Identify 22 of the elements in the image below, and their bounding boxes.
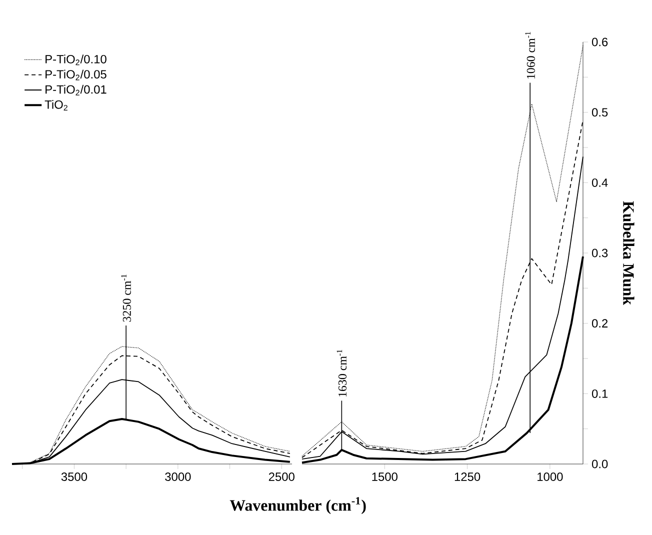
y-tick-label: 0.6 bbox=[592, 38, 608, 46]
y-tick-label: 0.2 bbox=[592, 319, 608, 328]
legend-label: P-TiO$_{2}$/0.01 bbox=[46, 84, 106, 96]
y-tick-label: 0.4 bbox=[592, 178, 608, 187]
x-tick-label: 1250 bbox=[454, 472, 480, 481]
ref-line-label: 1630 cm$^{-1}$ bbox=[336, 350, 347, 396]
y-tick-label: 0.3 bbox=[592, 248, 608, 258]
ref-line-label: 1060 cm$^{-1}$ bbox=[525, 32, 535, 79]
x-tick-label: 2500 bbox=[268, 472, 294, 481]
legend-label: TiO$_{2}$ bbox=[44, 100, 68, 111]
x-tick-label: 3500 bbox=[61, 472, 88, 481]
y-tick-label: 0.5 bbox=[592, 108, 608, 117]
y-axis-title: Kubelka Munk bbox=[623, 201, 634, 306]
x-axis-title: Wavenumber (cm$^{-1}$) bbox=[230, 497, 366, 514]
x-tick-label: 1000 bbox=[538, 472, 563, 481]
y-tick-label: 0.1 bbox=[592, 389, 608, 398]
y-tick-label: 0.0 bbox=[592, 460, 608, 468]
ref-line-label: 3250 cm$^{-1}$ bbox=[121, 274, 131, 322]
legend-label: P-TiO$_{2}$/0.10 bbox=[46, 54, 106, 66]
x-tick-label: 3000 bbox=[165, 472, 191, 481]
legend-label: P-TiO$_{2}$/0.05 bbox=[46, 70, 106, 80]
x-tick-label: 1500 bbox=[372, 472, 398, 481]
